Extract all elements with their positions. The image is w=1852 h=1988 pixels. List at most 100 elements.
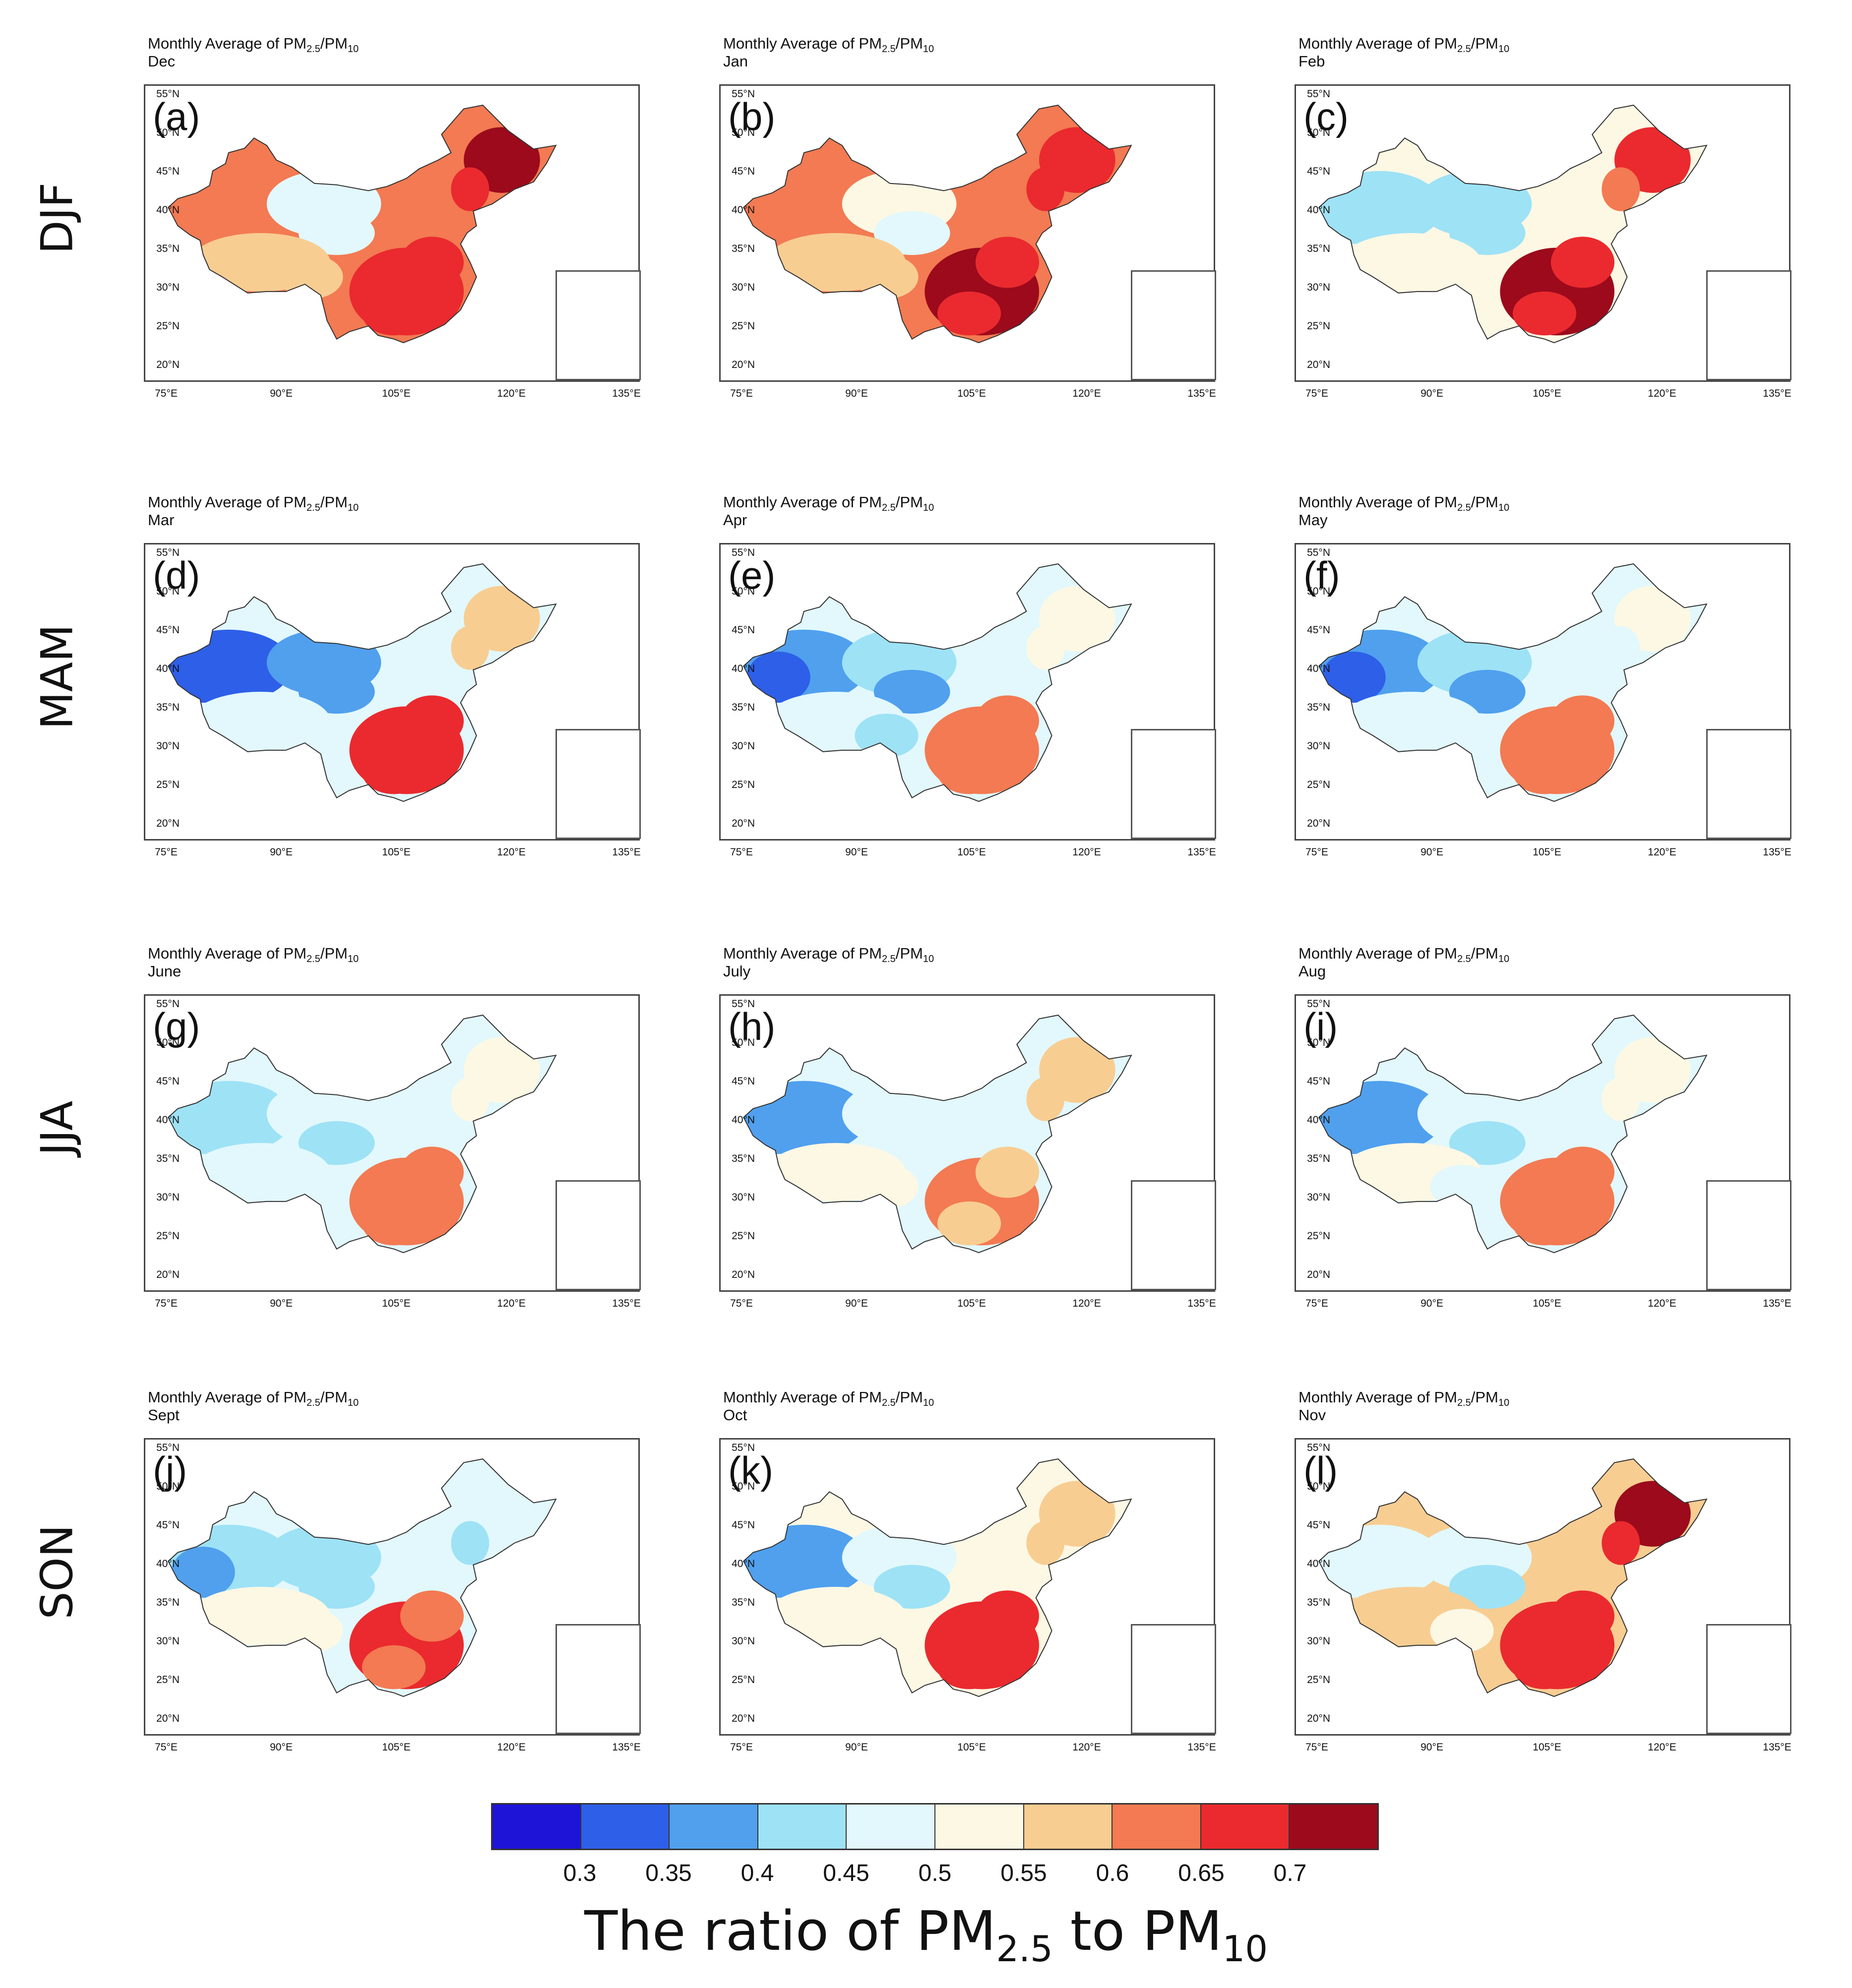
lon-tick-label: 90°E [1420,1298,1443,1309]
lat-tick-label: 20°N [732,818,755,829]
panel-title: Monthly Average of PM2.5/PM10 [148,945,359,965]
panel-label: (j) [153,1448,187,1492]
lon-tick-label: 75°E [1305,1742,1328,1753]
map-panel: Monthly Average of PM2.5/PM10 Apr (e) 55°N 5… [719,493,1255,910]
lon-tick-label: 135°E [612,846,641,858]
country-border [1318,105,1708,344]
lat-tick-label: 25°N [1307,779,1330,790]
panel-month: Dec [148,53,176,70]
field-west [1322,192,1386,244]
lat-tick-label: 50°N [156,586,180,597]
map-panel: Monthly Average of PM2.5/PM10 Aug (i) 55°N 5… [1295,945,1830,1361]
lon-tick-label: 135°E [612,388,641,399]
south-china-sea-inset [1131,1180,1216,1290]
field-center [298,211,375,255]
lat-tick-label: 25°N [1307,320,1330,332]
colorbar-tick-label: 0.35 [645,1860,692,1886]
lat-tick-label: 50°N [156,127,180,138]
panel-label: (c) [1303,95,1349,138]
lat-tick-label: 45°N [1307,1519,1330,1531]
lon-tick-label: 90°E [845,846,868,858]
lon-tick-label: 135°E [1187,1298,1216,1309]
lat-tick-label: 35°N [732,702,755,713]
lon-tick-label: 90°E [270,1742,293,1753]
field-west [746,651,810,703]
lon-tick-label: 105°E [957,846,986,858]
field-southeast [1513,1201,1577,1246]
lat-tick-label: 35°N [732,1597,755,1608]
lat-tick-label: 20°N [156,1269,180,1280]
lon-tick-label: 105°E [957,1298,986,1309]
lat-tick-label: 40°N [1307,663,1330,674]
field-southeast [1513,750,1577,794]
lat-tick-label: 30°N [1307,1635,1330,1647]
lat-tick-label: 35°N [156,1597,180,1608]
lat-tick-label: 45°N [732,166,755,177]
field-west [1322,1102,1386,1154]
south-china-sea-inset [1131,270,1216,380]
lon-tick-label: 105°E [1533,1298,1561,1309]
colorbar [491,1803,1379,1850]
lon-tick-label: 120°E [1648,388,1676,399]
lon-tick-label: 75°E [1305,1298,1328,1309]
lat-tick-label: 30°N [156,1635,180,1647]
south-china-sea-inset [1131,729,1216,839]
panel-title: Monthly Average of PM2.5/PM10 [148,1388,359,1409]
field-west [746,192,810,244]
lat-tick-label: 55°N [732,88,755,100]
field-southeast [975,1146,1039,1198]
lon-tick-label: 120°E [1072,1298,1101,1309]
south-china-sea-inset [556,1180,641,1290]
field-southeast [937,1201,1001,1246]
lon-tick-label: 120°E [497,388,526,399]
field-southwest [855,1165,919,1209]
lat-tick-label: 50°N [1307,1481,1330,1492]
field-southeast [937,750,1001,794]
lon-tick-label: 135°E [1187,846,1216,858]
country-border [167,1015,557,1254]
lat-tick-label: 55°N [1307,1442,1330,1453]
field-northeast [1602,167,1640,211]
lon-tick-label: 120°E [1648,1298,1676,1309]
colorbar-swatch [1112,1805,1201,1849]
colorbar-tick-label: 0.55 [1000,1860,1047,1886]
field-southwest [1430,1165,1494,1209]
panel-month: Apr [723,511,747,529]
field-southeast [975,237,1039,288]
lat-tick-label: 45°N [156,624,180,636]
field-southeast [937,1645,1001,1689]
lon-tick-label: 135°E [612,1298,641,1309]
lon-tick-label: 90°E [270,846,293,858]
lon-tick-label: 75°E [155,388,178,399]
lat-tick-label: 55°N [1307,547,1330,558]
lat-tick-label: 50°N [732,127,755,138]
lon-tick-label: 135°E [612,1742,641,1753]
lon-tick-label: 90°E [845,388,868,399]
panel-month: June [148,963,182,980]
panel-month: Mar [148,511,175,529]
lat-tick-label: 20°N [732,1269,755,1280]
country-border [167,105,557,344]
panel-label: (b) [728,95,776,138]
lat-tick-label: 35°N [1307,1153,1330,1164]
lat-tick-label: 30°N [732,1635,755,1647]
map-panel: Monthly Average of PM2.5/PM10 Sept (j) 55°N… [144,1388,679,1805]
lon-tick-label: 135°E [1763,846,1791,858]
panel-label: (f) [1303,553,1340,597]
south-china-sea-inset [1706,729,1791,839]
lon-tick-label: 75°E [155,846,178,858]
panel-label: (a) [153,95,200,138]
colorbar-swatch [758,1805,847,1849]
lat-tick-label: 25°N [156,320,180,332]
lon-tick-label: 135°E [1763,1298,1791,1309]
field-west [171,1102,235,1154]
field-southeast [362,291,426,336]
colorbar-tick-label: 0.7 [1273,1860,1307,1886]
field-southeast [362,750,426,794]
lat-tick-label: 55°N [732,1442,755,1453]
field-southwest [855,255,919,299]
field-west [746,1102,810,1154]
lat-tick-label: 40°N [732,663,755,674]
field-northeast [1602,626,1640,670]
lat-tick-label: 55°N [156,88,180,100]
